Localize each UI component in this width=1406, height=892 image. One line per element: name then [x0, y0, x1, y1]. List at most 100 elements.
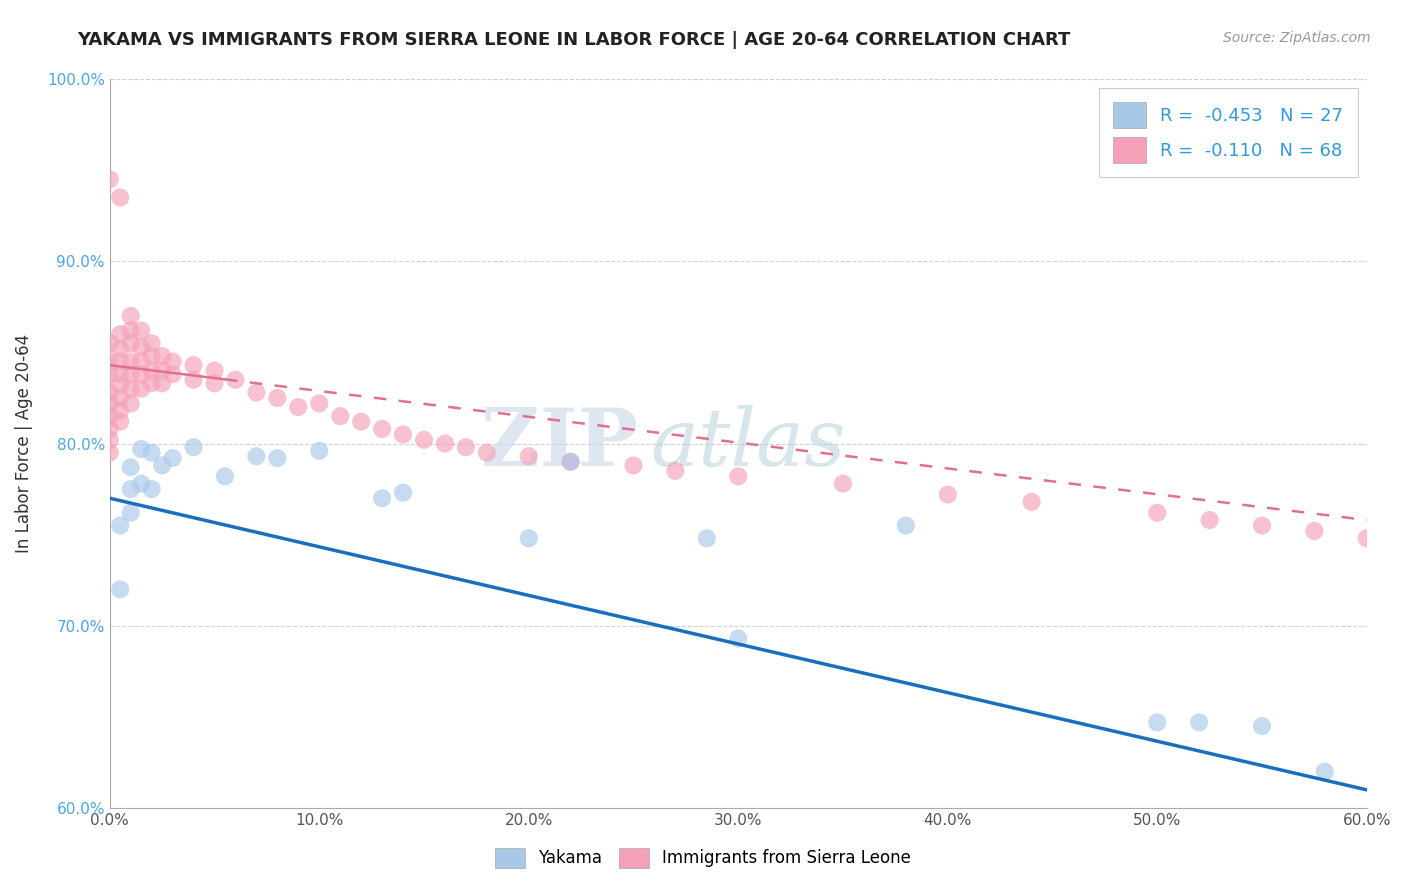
Point	[1251, 719, 1274, 733]
Point	[1146, 715, 1168, 730]
Point	[150, 376, 173, 391]
Point	[141, 445, 163, 459]
Point	[98, 385, 121, 400]
Point	[162, 451, 184, 466]
Point	[224, 373, 246, 387]
Point	[413, 433, 436, 447]
Point	[150, 458, 173, 473]
Point	[129, 476, 152, 491]
Point	[110, 368, 132, 382]
Point	[110, 354, 132, 368]
Text: YAKAMA VS IMMIGRANTS FROM SIERRA LEONE IN LABOR FORCE | AGE 20-64 CORRELATION CH: YAKAMA VS IMMIGRANTS FROM SIERRA LEONE I…	[77, 31, 1071, 49]
Point	[120, 482, 142, 496]
Legend: R =  -0.453   N = 27, R =  -0.110   N = 68: R = -0.453 N = 27, R = -0.110 N = 68	[1099, 88, 1358, 177]
Point	[894, 518, 917, 533]
Point	[120, 336, 142, 351]
Point	[1021, 495, 1043, 509]
Point	[98, 445, 121, 459]
Point	[110, 415, 132, 429]
Point	[120, 354, 142, 368]
Point	[696, 531, 718, 545]
Point	[560, 455, 582, 469]
Point	[1146, 506, 1168, 520]
Point	[110, 518, 132, 533]
Point	[98, 336, 121, 351]
Point	[120, 309, 142, 323]
Text: atlas: atlas	[650, 405, 845, 483]
Point	[1251, 518, 1274, 533]
Point	[727, 469, 749, 483]
Point	[266, 391, 288, 405]
Y-axis label: In Labor Force | Age 20-64: In Labor Force | Age 20-64	[15, 334, 32, 553]
Point	[129, 340, 152, 354]
Point	[1355, 531, 1378, 545]
Point	[183, 440, 205, 454]
Point	[245, 450, 267, 464]
Point	[98, 354, 121, 368]
Point	[141, 376, 163, 391]
Point	[454, 440, 477, 454]
Point	[1303, 524, 1326, 538]
Point	[110, 327, 132, 342]
Point	[129, 354, 152, 368]
Point	[110, 378, 132, 392]
Point	[832, 476, 855, 491]
Point	[287, 400, 309, 414]
Point	[204, 363, 226, 377]
Point	[204, 376, 226, 391]
Point	[141, 349, 163, 363]
Point	[623, 458, 645, 473]
Point	[120, 368, 142, 382]
Point	[150, 349, 173, 363]
Legend: Yakama, Immigrants from Sierra Leone: Yakama, Immigrants from Sierra Leone	[488, 841, 918, 875]
Point	[98, 422, 121, 436]
Point	[475, 445, 498, 459]
Point	[141, 336, 163, 351]
Point	[110, 403, 132, 417]
Point	[350, 415, 373, 429]
Point	[120, 324, 142, 338]
Point	[120, 506, 142, 520]
Text: ZIP: ZIP	[481, 405, 638, 483]
Point	[98, 433, 121, 447]
Point	[392, 485, 415, 500]
Point	[162, 354, 184, 368]
Point	[110, 391, 132, 405]
Point	[433, 436, 456, 450]
Point	[129, 382, 152, 396]
Point	[664, 464, 686, 478]
Point	[150, 363, 173, 377]
Point	[98, 368, 121, 382]
Point	[98, 409, 121, 424]
Point	[392, 427, 415, 442]
Point	[245, 385, 267, 400]
Point	[120, 396, 142, 410]
Point	[1198, 513, 1220, 527]
Point	[110, 190, 132, 204]
Point	[329, 409, 352, 424]
Point	[110, 582, 132, 597]
Point	[129, 368, 152, 382]
Point	[371, 491, 394, 506]
Point	[1188, 715, 1211, 730]
Point	[308, 443, 330, 458]
Point	[120, 382, 142, 396]
Point	[214, 469, 236, 483]
Point	[129, 442, 152, 456]
Point	[98, 396, 121, 410]
Point	[110, 342, 132, 356]
Point	[98, 172, 121, 186]
Point	[308, 396, 330, 410]
Point	[183, 358, 205, 372]
Point	[1313, 764, 1336, 779]
Point	[936, 487, 959, 501]
Point	[517, 531, 540, 545]
Point	[371, 422, 394, 436]
Text: Source: ZipAtlas.com: Source: ZipAtlas.com	[1223, 31, 1371, 45]
Point	[266, 451, 288, 466]
Point	[560, 455, 582, 469]
Point	[162, 368, 184, 382]
Point	[141, 482, 163, 496]
Point	[129, 324, 152, 338]
Point	[141, 363, 163, 377]
